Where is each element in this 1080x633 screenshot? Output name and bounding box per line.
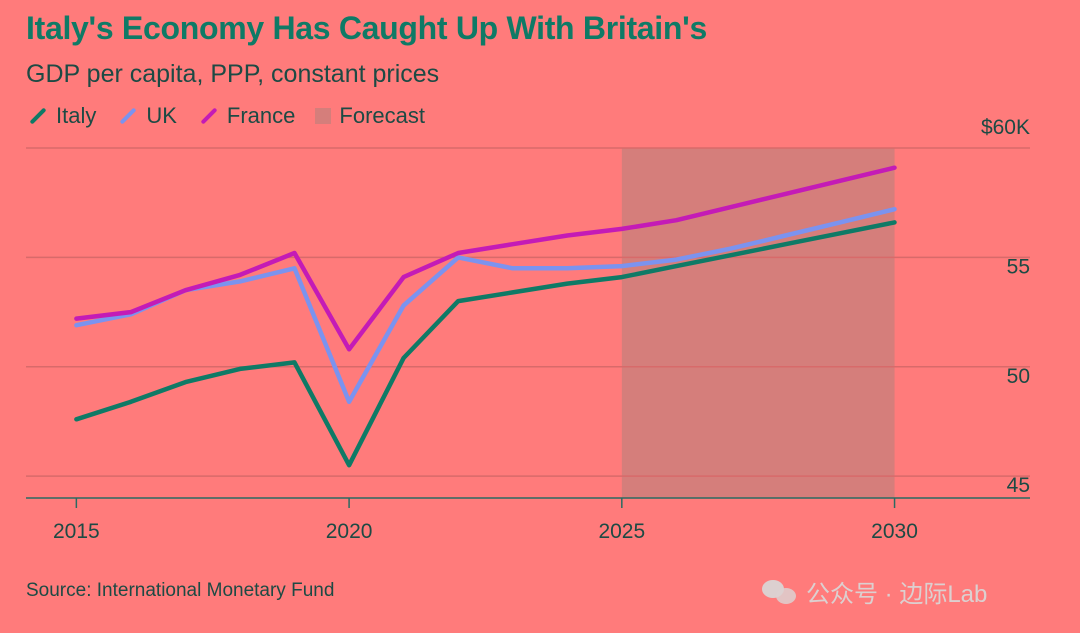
chart-subtitle: GDP per capita, PPP, constant prices xyxy=(26,60,440,88)
source-note: Source: International Monetary Fund xyxy=(26,580,335,601)
watermark-text: 公众号 · 边际Lab xyxy=(806,581,988,608)
x-tick-label: 2015 xyxy=(53,520,100,543)
legend-item-france: France xyxy=(197,103,295,129)
series-line-uk xyxy=(74,206,897,405)
chart-title: Italy's Economy Has Caught Up With Brita… xyxy=(26,10,707,46)
x-tick-label: 2020 xyxy=(326,520,373,543)
chart-legend: Italy UK France Forecast xyxy=(26,103,425,129)
y-tick-label: 55 xyxy=(1007,255,1030,278)
watermark: 公众号 · 边际Lab xyxy=(762,574,987,609)
legend-label: UK xyxy=(146,103,177,128)
series-line-france xyxy=(74,165,897,352)
y-tick-label: 50 xyxy=(1007,365,1030,388)
y-tick-label: 45 xyxy=(1007,474,1030,497)
series-line-italy xyxy=(74,220,897,468)
x-tick-label: 2030 xyxy=(871,520,918,543)
y-tick-label: $60K xyxy=(981,116,1030,139)
legend-item-uk: UK xyxy=(116,103,177,129)
forecast-shading xyxy=(621,148,895,498)
wechat-icon xyxy=(762,578,798,606)
legend-label: Forecast xyxy=(339,103,425,128)
legend-item-forecast: Forecast xyxy=(315,103,425,129)
legend-label: France xyxy=(226,103,296,128)
legend-item-italy: Italy xyxy=(26,103,96,129)
x-tick-label: 2025 xyxy=(598,520,645,543)
legend-box-icon xyxy=(315,108,332,124)
legend-label: Italy xyxy=(56,103,97,128)
